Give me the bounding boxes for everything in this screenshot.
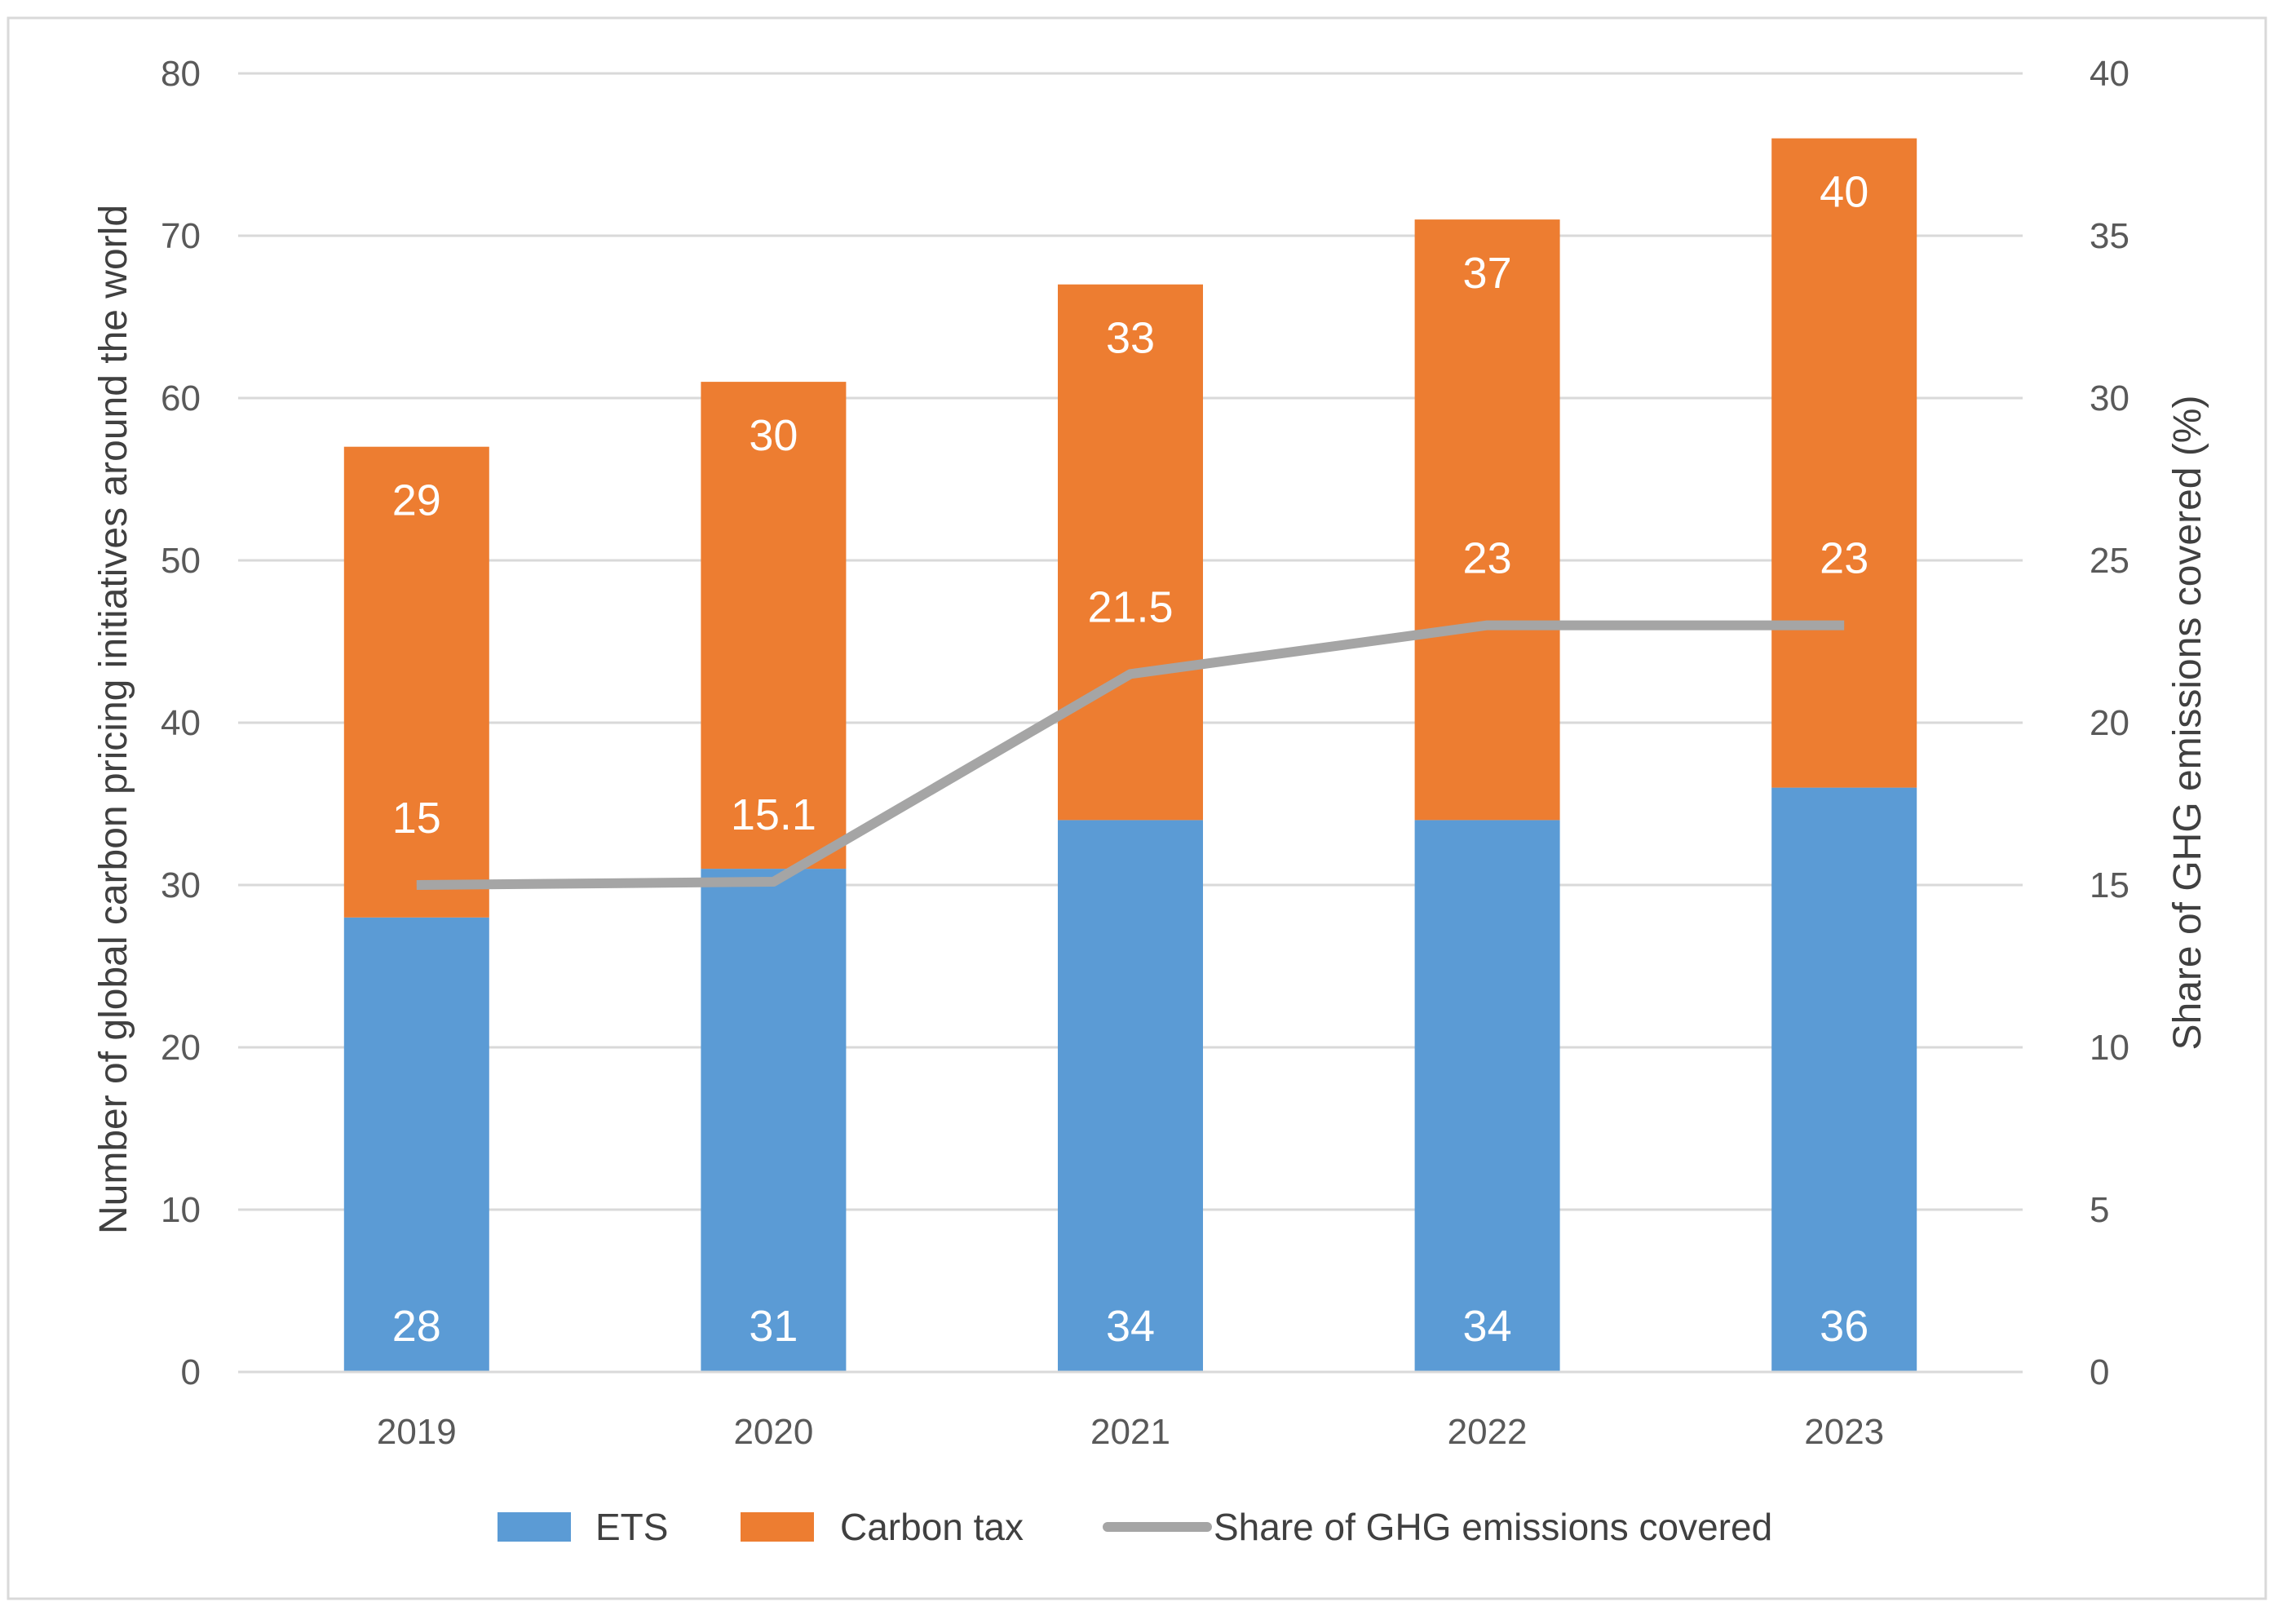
x-tick-label: 2020	[733, 1412, 813, 1452]
data-label-ets: 31	[749, 1302, 798, 1351]
y2-tick-label: 10	[2090, 1028, 2129, 1068]
y2-axis-title: Share of GHG emissions covered (%)	[2166, 396, 2209, 1051]
x-tick-label: 2022	[1448, 1412, 1528, 1452]
data-label-share: 15	[392, 794, 441, 843]
data-label-carbon-tax: 33	[1106, 314, 1155, 363]
data-label-share: 21.5	[1087, 582, 1173, 631]
y-tick-label: 0	[181, 1352, 201, 1392]
y2-tick-label: 15	[2090, 865, 2129, 905]
data-label-carbon-tax: 29	[392, 476, 441, 525]
x-tick-label: 2019	[377, 1412, 457, 1452]
y2-tick-label: 20	[2090, 703, 2129, 743]
bar-ets	[1058, 820, 1203, 1372]
data-label-ets: 36	[1820, 1302, 1868, 1351]
data-label-ets: 34	[1106, 1302, 1155, 1351]
y-tick-label: 10	[161, 1190, 201, 1230]
legend-label-carbon-tax: Carbon tax	[840, 1506, 1024, 1548]
y2-tick-label: 40	[2090, 54, 2129, 94]
y-tick-label: 40	[161, 703, 201, 743]
legend-swatch-ets	[498, 1512, 571, 1542]
y-tick-label: 20	[161, 1028, 201, 1068]
data-label-carbon-tax: 40	[1820, 168, 1868, 217]
y2-tick-label: 5	[2090, 1190, 2109, 1230]
data-label-share: 15.1	[731, 790, 816, 839]
data-label-carbon-tax: 30	[749, 411, 798, 460]
y-tick-label: 30	[161, 865, 201, 905]
bar-ets	[1415, 820, 1560, 1372]
bar-carbon-tax	[1415, 219, 1560, 820]
y2-tick-label: 0	[2090, 1352, 2109, 1392]
legend-label-share: Share of GHG emissions covered	[1214, 1506, 1772, 1548]
bar-carbon-tax	[1771, 139, 1917, 788]
y-axis-title: Number of global carbon pricing initiati…	[92, 205, 135, 1234]
bar-carbon-tax	[1058, 285, 1203, 821]
x-tick-label: 2023	[1804, 1412, 1884, 1452]
y2-tick-label: 30	[2090, 378, 2129, 418]
y-tick-label: 50	[161, 541, 201, 581]
y2-tick-label: 25	[2090, 541, 2129, 581]
data-label-share: 23	[1463, 534, 1512, 583]
y-tick-label: 70	[161, 216, 201, 256]
bar-ets	[701, 869, 846, 1372]
y-tick-label: 60	[161, 378, 201, 418]
legend-swatch-carbon-tax	[741, 1512, 814, 1542]
data-label-ets: 28	[392, 1302, 441, 1351]
data-label-ets: 34	[1463, 1302, 1512, 1351]
x-tick-label: 2021	[1090, 1412, 1170, 1452]
data-label-share: 23	[1820, 534, 1868, 583]
legend-label-ets: ETS	[595, 1506, 668, 1548]
y2-tick-label: 35	[2090, 216, 2129, 256]
data-label-carbon-tax: 37	[1463, 249, 1512, 298]
y-tick-label: 80	[161, 54, 201, 94]
bar-ets	[1771, 788, 1917, 1372]
